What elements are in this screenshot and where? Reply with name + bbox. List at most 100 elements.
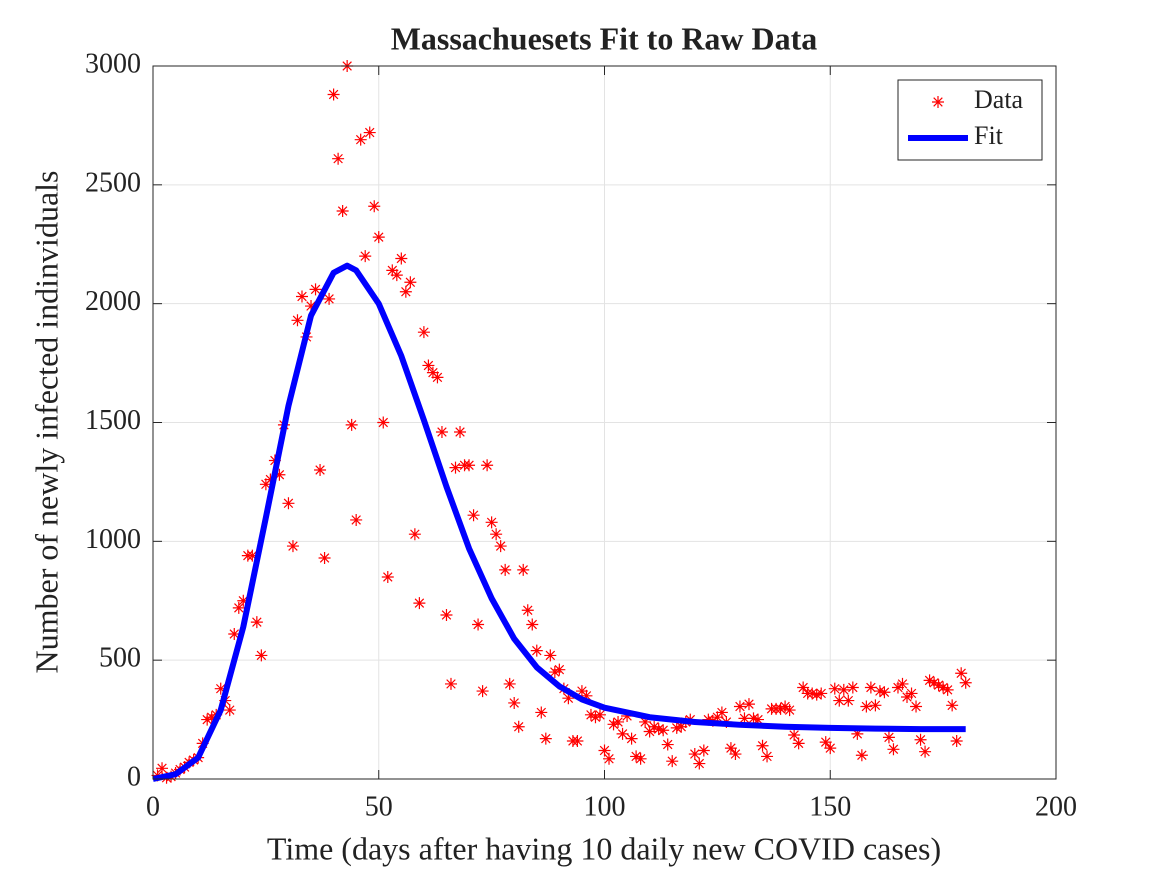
data-point <box>593 708 606 721</box>
data-point <box>855 749 868 762</box>
axes-box <box>152 65 1057 780</box>
x-axis-label: Time (days after having 10 daily new COV… <box>267 830 941 866</box>
data-point <box>946 699 959 712</box>
legend-label: Fit <box>974 121 1004 150</box>
data-point <box>860 700 873 713</box>
data-point <box>377 416 390 429</box>
data-point <box>643 725 656 738</box>
data-point <box>797 681 810 694</box>
data-point <box>575 685 588 698</box>
data-point <box>359 250 372 263</box>
data-point <box>255 649 268 662</box>
data-point <box>842 694 855 707</box>
data-point <box>327 88 340 101</box>
data-point <box>521 604 534 617</box>
data-point <box>512 720 525 733</box>
y-tick-label: 2500 <box>85 167 141 198</box>
data-point <box>232 601 245 614</box>
data-point <box>675 720 688 733</box>
data-point <box>273 468 286 481</box>
data-point <box>869 699 882 712</box>
data-point <box>598 744 611 757</box>
data-point <box>205 711 218 724</box>
data-point <box>472 618 485 631</box>
chart-title: Massachuesets Fit to Raw Data <box>391 20 818 56</box>
data-point <box>905 687 918 700</box>
data-point <box>481 459 494 472</box>
data-point <box>435 426 448 439</box>
data-point <box>589 711 602 724</box>
data-point <box>891 681 904 694</box>
data-point <box>503 677 516 690</box>
data-point <box>467 509 480 522</box>
data-point <box>806 687 819 700</box>
data-point <box>733 700 746 713</box>
data-point <box>250 616 263 629</box>
data-point <box>914 733 927 746</box>
y-tick-label: 500 <box>99 643 141 674</box>
data-point <box>395 252 408 265</box>
data-point <box>652 723 665 736</box>
data-point <box>535 706 548 719</box>
data-point <box>404 276 417 289</box>
data-point <box>761 750 774 763</box>
data-point <box>779 700 792 713</box>
data-point <box>390 269 403 282</box>
data-point <box>295 290 308 303</box>
data-point <box>544 649 557 662</box>
data-point <box>932 679 945 692</box>
data-point <box>539 732 552 745</box>
data-point <box>490 528 503 541</box>
data-point <box>657 724 670 737</box>
data-point <box>426 366 439 379</box>
y-tick-label: 3000 <box>85 48 141 79</box>
data-point <box>648 720 661 733</box>
y-tick-label: 0 <box>127 761 141 792</box>
data-point <box>363 126 376 139</box>
data-point <box>937 681 950 694</box>
data-point <box>476 685 489 698</box>
data-point <box>422 359 435 372</box>
data-point <box>950 734 963 747</box>
data-point <box>747 712 760 725</box>
data-point <box>752 713 765 726</box>
y-tick-label: 1000 <box>85 524 141 555</box>
data-point <box>837 683 850 696</box>
data-point <box>738 712 751 725</box>
data-point <box>444 677 457 690</box>
data-point <box>815 687 828 700</box>
data-point <box>223 704 236 717</box>
x-tick-label: 0 <box>146 791 160 822</box>
data-point <box>711 711 724 724</box>
data-point <box>580 689 593 702</box>
x-tick-label: 200 <box>1035 791 1077 822</box>
data-point <box>323 292 336 305</box>
data-point <box>625 732 638 745</box>
data-point <box>756 739 769 752</box>
data-point <box>697 744 710 757</box>
data-point <box>548 666 561 679</box>
data-point <box>282 497 295 510</box>
data-point <box>955 667 968 680</box>
data-point <box>603 752 616 765</box>
data-point <box>309 283 322 296</box>
data-point <box>715 706 728 719</box>
data-point <box>688 748 701 761</box>
data-point <box>864 681 877 694</box>
data-point <box>201 713 214 726</box>
x-tick-label: 100 <box>584 791 626 822</box>
x-tick-label: 50 <box>365 791 393 822</box>
data-point <box>783 704 796 717</box>
data-point <box>901 691 914 704</box>
data-point <box>336 204 349 217</box>
data-point <box>305 300 318 313</box>
data-point <box>526 618 539 631</box>
data-point <box>318 551 331 564</box>
x-tick-label: 150 <box>809 791 851 822</box>
data-point <box>440 609 453 622</box>
data-point <box>372 231 385 244</box>
data-point <box>724 742 737 755</box>
data-point <box>634 752 647 765</box>
